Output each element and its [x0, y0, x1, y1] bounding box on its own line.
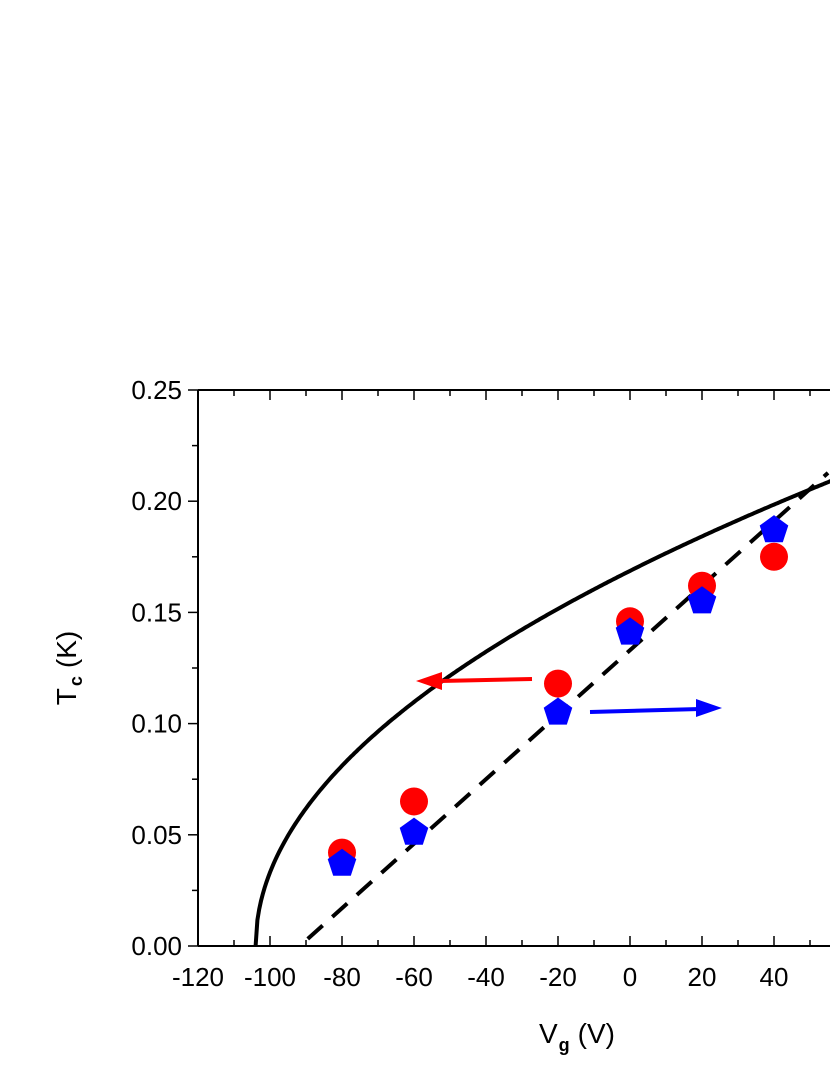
x-tick-label: 20: [688, 962, 717, 992]
tick-labels: -120 -100 -80 -60 -40 -20 0 20 40 0.00 0.05 0.10 0.1…: [131, 375, 788, 992]
fit-curve-solid: [253, 479, 830, 946]
fit-curves: [253, 471, 830, 946]
right-axis-arrow-shaft: [589, 707, 701, 714]
x-tick-label: -40: [467, 962, 505, 992]
data-point-blue-pentagon: [399, 817, 429, 845]
x-axis-title-sub: g: [559, 1035, 570, 1055]
x-tick-label: -80: [323, 962, 361, 992]
y-tick-label: 0.15: [131, 597, 182, 627]
axis-arrows: [416, 672, 722, 717]
right-axis-arrow-head: [696, 699, 722, 717]
data-point-red-circle: [544, 669, 572, 698]
y-tick-label: 0.10: [131, 709, 182, 739]
data-point-blue-pentagon: [543, 697, 573, 725]
data-point-red-circle: [400, 787, 428, 816]
y-axis-title-main: T: [51, 688, 82, 705]
data-point-blue-pentagon: [327, 848, 357, 876]
y-axis-title: Tc (K): [51, 631, 86, 705]
y-axis-title-unit: (K): [51, 631, 82, 668]
x-tick-label: -60: [395, 962, 433, 992]
x-tick-label: -20: [539, 962, 577, 992]
x-tick-label: 40: [760, 962, 789, 992]
data-points: [327, 515, 789, 876]
x-tick-label: -120: [172, 962, 224, 992]
x-tick-label: 0: [623, 962, 637, 992]
y-axis-title-sub: c: [66, 676, 86, 686]
left-axis-arrow-head: [416, 672, 442, 690]
x-axis-title-unit: (V): [578, 1018, 615, 1049]
left-axis-arrow-shaft: [439, 677, 533, 683]
axes: [188, 389, 830, 947]
data-point-blue-pentagon: [759, 515, 789, 543]
x-tick-label: -100: [244, 962, 296, 992]
x-axis-title: Vg (V): [539, 1018, 615, 1055]
x-axis-title-main: V: [539, 1018, 558, 1049]
data-point-blue-pentagon: [687, 586, 717, 614]
y-tick-label: 0.05: [131, 820, 182, 850]
fit-curve-dashed: [296, 471, 830, 946]
y-tick-label: 0.00: [131, 931, 182, 961]
data-point-blue-pentagon: [615, 617, 645, 645]
data-point-red-circle: [760, 542, 788, 571]
y-tick-label: 0.25: [131, 375, 182, 405]
y-tick-label: 0.20: [131, 486, 182, 516]
